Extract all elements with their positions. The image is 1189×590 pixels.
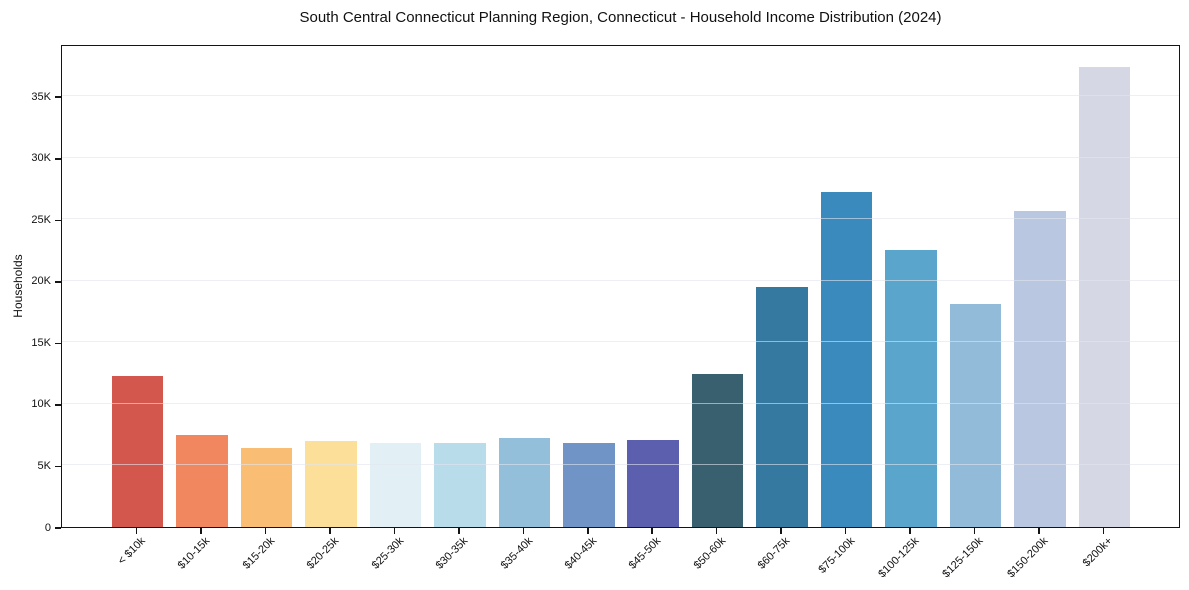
x-tick-mark-50-60k [715, 528, 718, 534]
x-tick-label-25-30k: $25-30k [369, 535, 406, 572]
x-tick-label-150-200k: $150-200k [1005, 535, 1051, 581]
gridline-5k [62, 464, 1179, 466]
y-tick-mark-5k [55, 465, 61, 468]
y-tick-label-25k: 25K [31, 213, 51, 226]
bar-10-15k [176, 434, 228, 527]
y-tick-mark-0 [55, 527, 61, 529]
bar-50-60k [691, 374, 744, 527]
x-tick-mark-25-30k [393, 528, 396, 534]
bar-25-30k [369, 443, 422, 527]
x-tick-mark-40-45k [586, 528, 589, 534]
plot-area [61, 45, 1180, 528]
gridline-20k [62, 279, 1179, 281]
bar-100-125k [885, 250, 937, 527]
bar-30-35k [434, 443, 486, 527]
y-tick-mark-25k [55, 219, 61, 222]
chart-title: South Central Connecticut Planning Regio… [299, 9, 942, 26]
bar-75-100k [820, 192, 873, 527]
y-tick-mark-15k [55, 342, 61, 345]
x-tick-label-100-125k: $100-125k [876, 535, 922, 581]
x-tick-label-50-60k: $50-60k [691, 535, 729, 572]
bar-125-150k [949, 304, 1002, 527]
x-tick-label-40-45k: $40-45k [562, 535, 600, 572]
bar-200k [1078, 66, 1131, 527]
x-tick-label-10-15k: $10-15k [176, 535, 213, 572]
x-tick-mark-30-35k [458, 528, 460, 534]
x-tick-mark-10-15k [200, 528, 202, 534]
y-tick-label-35k: 35K [31, 90, 51, 103]
bar-15-20k [240, 448, 293, 527]
x-tick-mark-35-40k [522, 528, 525, 534]
x-tick-label-75-100k: $75-100k [816, 535, 858, 576]
gridline-15k [62, 341, 1179, 343]
y-tick-mark-35k [55, 96, 61, 99]
x-tick-label-15-20k: $15-20k [240, 535, 278, 572]
x-tick-mark-75-100k [844, 528, 847, 534]
bar-45-50k [627, 439, 679, 527]
gridline-10k [62, 402, 1179, 404]
bar-150-200k [1014, 210, 1066, 527]
x-tick-label-35-40k: $35-40k [498, 535, 535, 572]
x-tick-label-200k: $200k+ [1080, 535, 1115, 570]
gridline-25k [62, 218, 1179, 220]
x-tick-label-10k: < $10k [116, 535, 149, 568]
x-tick-mark-150-200k [1038, 528, 1040, 534]
gridline-35k [62, 95, 1179, 97]
x-tick-label-60-75k: $60-75k [755, 535, 793, 572]
x-tick-mark-125-150k [973, 528, 976, 534]
y-tick-label-5k: 5K [37, 459, 51, 472]
x-tick-mark-45-50k [651, 528, 653, 534]
bar-35-40k [498, 438, 551, 527]
y-tick-label-30k: 30K [31, 152, 51, 165]
x-tick-label-20-25k: $20-25k [304, 535, 342, 572]
x-tick-mark-200k [1102, 528, 1105, 534]
x-tick-mark-10k [135, 528, 138, 534]
x-tick-label-45-50k: $45-50k [627, 535, 664, 572]
y-tick-mark-10k [55, 404, 61, 406]
gridline-30k [62, 156, 1179, 158]
bar-40-45k [563, 443, 615, 527]
y-tick-label-0: 0 [44, 521, 51, 534]
y-tick-label-10k: 10K [31, 398, 51, 411]
y-tick-mark-30k [55, 158, 61, 160]
x-tick-mark-100-125k [909, 528, 911, 534]
y-tick-mark-20k [55, 281, 61, 283]
bar-60-75k [756, 287, 808, 527]
x-tick-label-30-35k: $30-35k [433, 535, 471, 572]
x-tick-mark-15-20k [264, 528, 267, 534]
y-tick-label-20k: 20K [31, 275, 51, 288]
x-tick-mark-60-75k [780, 528, 782, 534]
bar-10k [111, 375, 164, 527]
x-tick-label-125-150k: $125-150k [940, 535, 986, 581]
x-tick-mark-20-25k [329, 528, 331, 534]
bar-20-25k [305, 440, 357, 527]
y-tick-label-15k: 15K [31, 336, 51, 349]
